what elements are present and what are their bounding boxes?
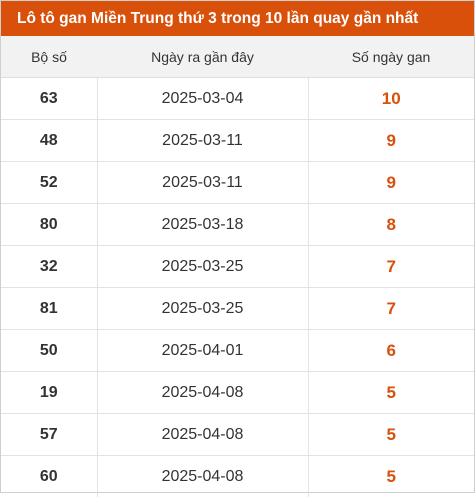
bo-so-cell: 63 (1, 78, 97, 120)
table-row: 81 2025-03-25 7 (1, 288, 474, 330)
table-row: 57 2025-04-08 5 (1, 414, 474, 456)
table-row: 32 2025-03-25 7 (1, 246, 474, 288)
so-ngay-gan-cell: 9 (308, 162, 474, 204)
bo-so-cell: 80 (1, 204, 97, 246)
bo-so-cell: 50 (1, 330, 97, 372)
so-ngay-gan-cell: 8 (308, 204, 474, 246)
ngay-ra-cell: 2025-03-04 (97, 78, 308, 120)
table-row: 48 2025-03-11 9 (1, 120, 474, 162)
table-header-row: Bộ số Ngày ra gần đây Số ngày gan (1, 36, 474, 78)
bo-so-cell: 32 (1, 246, 97, 288)
header-so-ngay-gan: Số ngày gan (308, 36, 474, 78)
table-row: 80 2025-03-18 8 (1, 204, 474, 246)
so-ngay-gan-cell: 10 (308, 78, 474, 120)
so-ngay-gan-cell: 6 (308, 330, 474, 372)
ngay-ra-cell: 2025-03-11 (97, 120, 308, 162)
so-ngay-gan-cell: 7 (308, 288, 474, 330)
bo-so-cell: 48 (1, 120, 97, 162)
bo-so-cell: 81 (1, 288, 97, 330)
table-row: 63 2025-03-04 10 (1, 78, 474, 120)
table-row: 52 2025-03-11 9 (1, 162, 474, 204)
header-bo-so: Bộ số (1, 36, 97, 78)
bo-so-cell: 60 (1, 456, 97, 497)
so-ngay-gan-cell: 5 (308, 414, 474, 456)
bo-so-cell: 57 (1, 414, 97, 456)
table-row: 60 2025-04-08 5 (1, 456, 474, 497)
so-ngay-gan-cell: 5 (308, 372, 474, 414)
ngay-ra-cell: 2025-04-01 (97, 330, 308, 372)
ngay-ra-cell: 2025-03-11 (97, 162, 308, 204)
so-ngay-gan-cell: 9 (308, 120, 474, 162)
ngay-ra-cell: 2025-03-18 (97, 204, 308, 246)
header-ngay-ra-gan-day: Ngày ra gần đây (97, 36, 308, 78)
panel-title: Lô tô gan Miền Trung thứ 3 trong 10 lần … (1, 1, 474, 36)
bo-so-cell: 19 (1, 372, 97, 414)
ngay-ra-cell: 2025-04-08 (97, 372, 308, 414)
table-row: 19 2025-04-08 5 (1, 372, 474, 414)
so-ngay-gan-cell: 5 (308, 456, 474, 497)
ngay-ra-cell: 2025-03-25 (97, 246, 308, 288)
table-row: 50 2025-04-01 6 (1, 330, 474, 372)
lo-gan-table: Bộ số Ngày ra gần đây Số ngày gan 63 202… (1, 36, 474, 497)
bo-so-cell: 52 (1, 162, 97, 204)
ngay-ra-cell: 2025-04-08 (97, 414, 308, 456)
ngay-ra-cell: 2025-04-08 (97, 456, 308, 497)
so-ngay-gan-cell: 7 (308, 246, 474, 288)
ngay-ra-cell: 2025-03-25 (97, 288, 308, 330)
